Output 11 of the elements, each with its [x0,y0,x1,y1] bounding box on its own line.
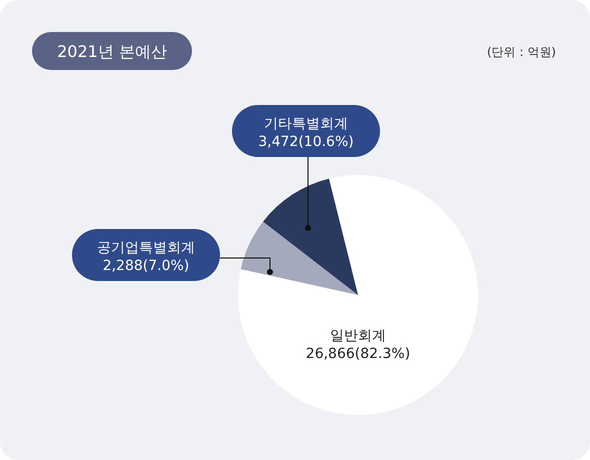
data-label: 3,472(10.6%) [258,134,354,150]
data-label: 2,288(7.0%) [102,258,190,274]
pie-slice [240,222,358,295]
slice-label: 기타특별회계 [264,116,348,132]
pie-slice [263,178,358,295]
chart-title: 2021년 본예산 [57,42,167,61]
text: (단위 : 억원) [486,45,556,59]
pie-slice [238,175,478,415]
slice-label: 일반회계 [330,328,386,344]
slice-label: 공기업특별회계 [97,240,195,256]
data-label: 26,866(82.3%) [306,346,410,362]
